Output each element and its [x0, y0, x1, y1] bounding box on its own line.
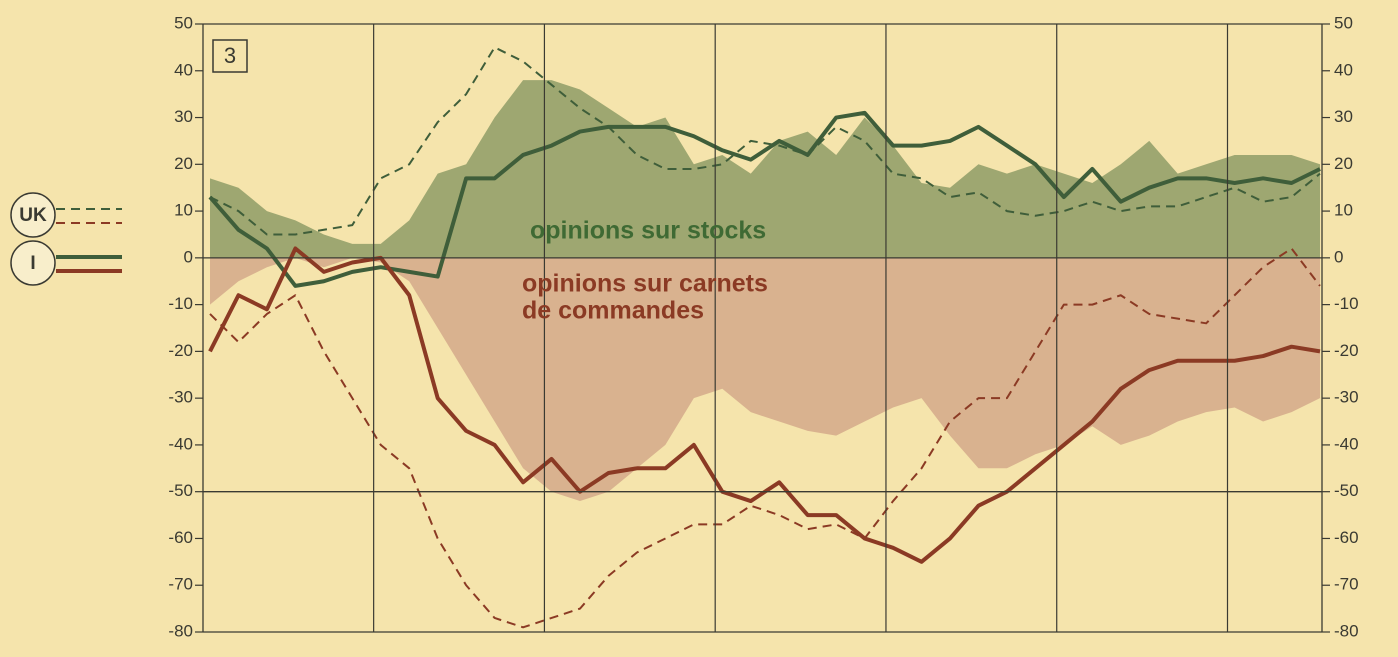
panel-label: 3: [224, 43, 236, 68]
y-tick-label: 30: [174, 107, 193, 126]
y2-tick-label: 50: [1334, 13, 1353, 32]
y2-tick-label: -20: [1334, 341, 1359, 360]
y-tick-label: -30: [168, 388, 193, 407]
legend-badge: [10, 240, 56, 286]
y-tick-label: 50: [174, 13, 193, 32]
area-label: opinions sur carnets: [522, 270, 768, 298]
area-label: opinions sur stocks: [530, 217, 766, 245]
y-tick-label: -60: [168, 528, 193, 547]
y-tick-label: 20: [174, 154, 193, 173]
area: [210, 80, 1320, 258]
y-tick-label: 10: [174, 201, 193, 220]
y2-tick-label: -40: [1334, 434, 1359, 453]
y2-tick-label: -60: [1334, 528, 1359, 547]
y-tick-label: -80: [168, 621, 193, 640]
y2-tick-label: 20: [1334, 154, 1353, 173]
legend-badge: [10, 192, 56, 238]
y2-tick-label: -10: [1334, 294, 1359, 313]
panel-box: [212, 39, 248, 73]
legend-label: I: [30, 253, 35, 274]
y2-tick-label: 40: [1334, 60, 1353, 79]
area-label: de commandes: [522, 297, 704, 325]
y2-tick-label: 10: [1334, 201, 1353, 220]
y-tick-label: -20: [168, 341, 193, 360]
y2-tick-label: 0: [1334, 247, 1343, 266]
y-tick-label: 0: [184, 247, 193, 266]
y2-tick-label: -50: [1334, 481, 1359, 500]
y2-tick-label: -80: [1334, 621, 1359, 640]
area: [210, 257, 1320, 502]
line: [209, 247, 1321, 629]
y2-tick-label: 30: [1334, 107, 1353, 126]
y2-tick-label: -30: [1334, 388, 1359, 407]
y-tick-label: -10: [168, 294, 193, 313]
y-tick-label: -50: [168, 481, 193, 500]
plot: [208, 46, 1321, 629]
line: [208, 110, 1321, 288]
y2-tick-label: -70: [1334, 575, 1359, 594]
axes: 50403020100-10-20-30-40-50-60-70-8050403…: [168, 13, 1358, 640]
legend-label: UK: [19, 205, 47, 226]
y-tick-label: 40: [174, 60, 193, 79]
y-tick-label: -70: [168, 575, 193, 594]
line: [209, 46, 1321, 236]
y-tick-label: -40: [168, 434, 193, 453]
